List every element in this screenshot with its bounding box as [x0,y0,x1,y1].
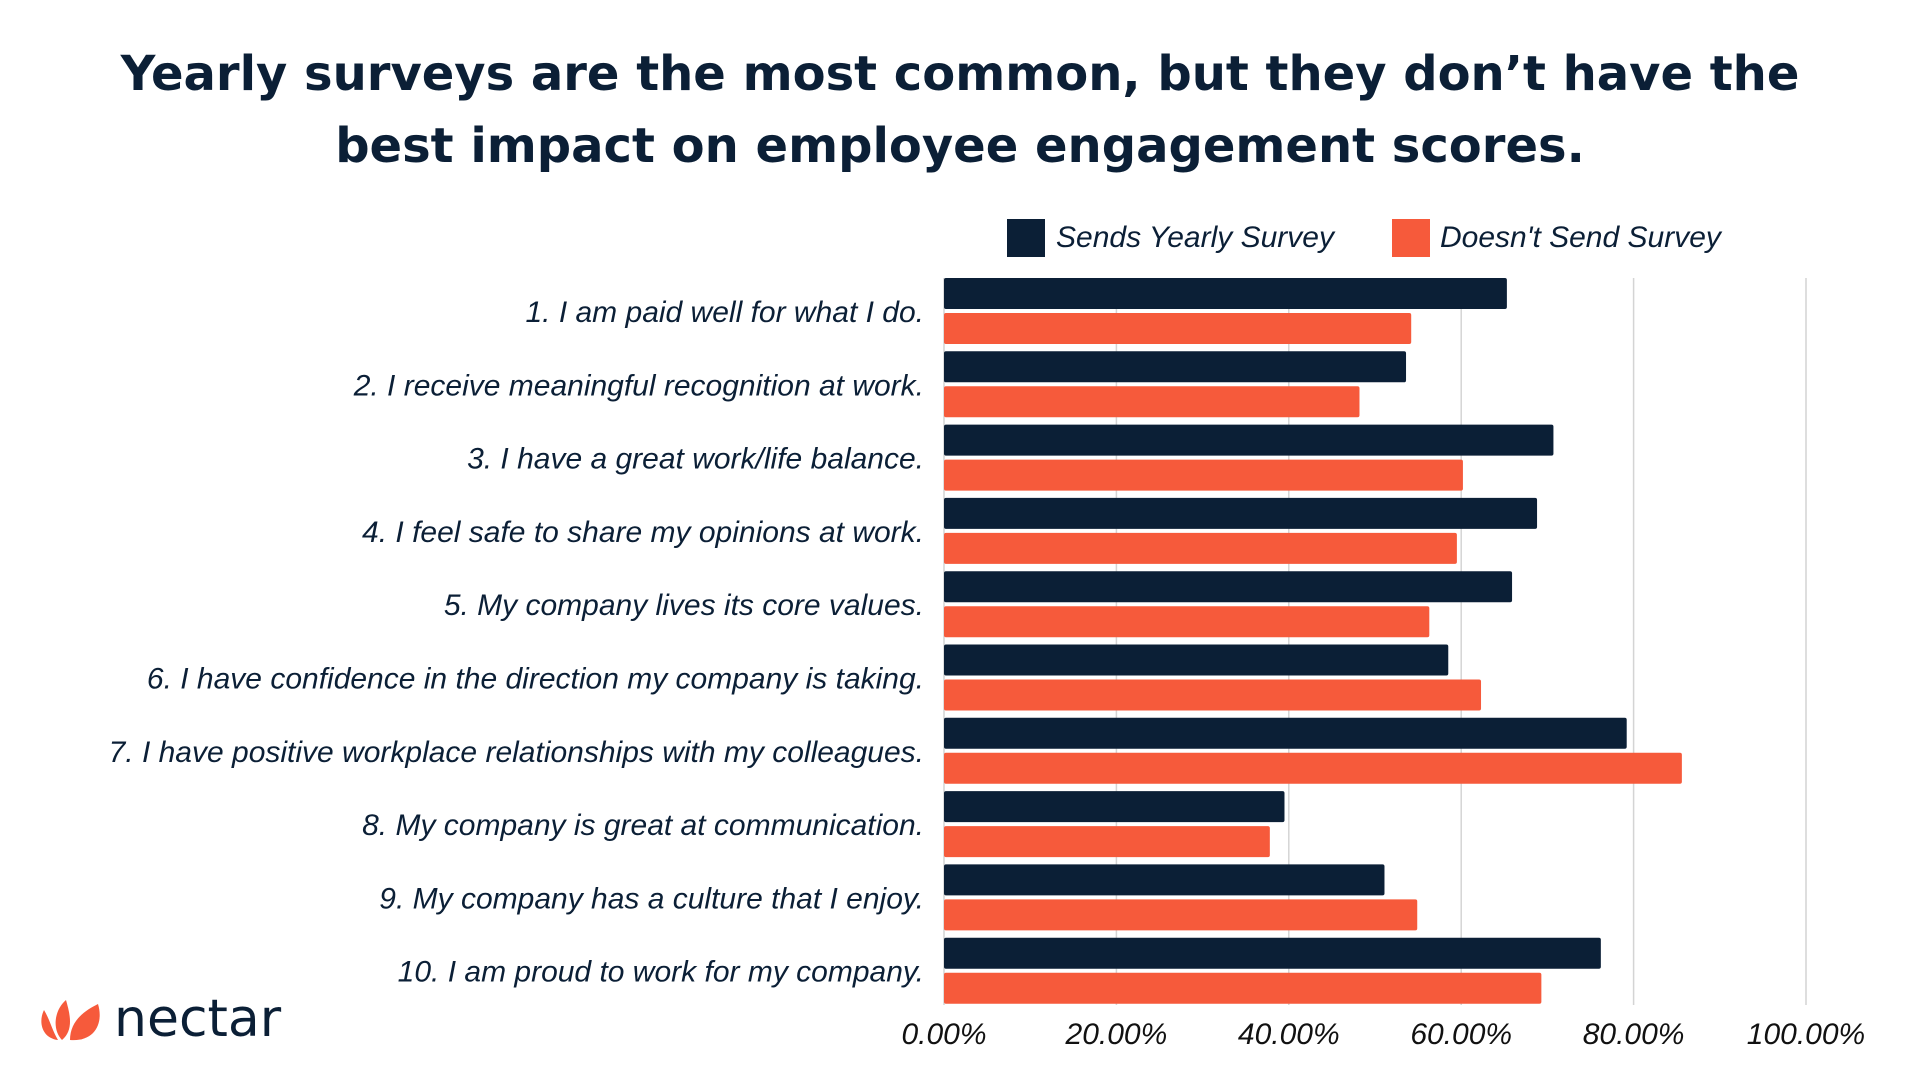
bar-doesnt-send-2 [944,386,1360,418]
category-label: 3. I have a great work/life balance. [467,443,924,476]
bar-doesnt-send-4 [944,532,1457,564]
nectar-logo: nectar [41,989,282,1049]
bar-sends-yearly-10 [944,937,1601,969]
bar-sends-yearly-8 [944,791,1285,823]
x-axis-ticks: 0.00% 20.00% 40.00% 60.00% 80.00% 100.00% [901,1018,1865,1051]
bar-doesnt-send-1 [944,313,1412,344]
bar-doesnt-send-9 [944,899,1418,931]
bar-sends-yearly-7 [944,717,1627,749]
x-tick-label: 100.00% [1747,1018,1865,1051]
bars [944,278,1682,1004]
category-label: 8. My company is great at communication. [362,809,924,842]
bar-sends-yearly-1 [944,278,1507,309]
category-label: 10. I am proud to work for my company. [398,956,924,989]
legend-label-doesnt-send: Doesn't Send Survey [1440,221,1723,254]
bar-doesnt-send-3 [944,459,1463,491]
chart-title: Yearly surveys are the most common, but … [120,46,1800,174]
bar-doesnt-send-7 [944,752,1682,784]
x-tick-label: 20.00% [1065,1018,1168,1051]
category-label: 4. I feel safe to share my opinions at w… [362,516,924,549]
title-line-1: Yearly surveys are the most common, but … [120,46,1800,102]
category-labels: 1. I am paid well for what I do. 2. I rec… [109,296,924,989]
legend-swatch-sends-yearly [1007,219,1045,257]
bar-sends-yearly-9 [944,864,1385,896]
bar-sends-yearly-2 [944,351,1407,383]
bar-sends-yearly-6 [944,644,1449,676]
x-tick-label: 0.00% [901,1018,986,1051]
bar-sends-yearly-4 [944,497,1538,529]
category-label: 2. I receive meaningful recognition at w… [353,369,924,402]
logo-text: nectar [114,989,282,1049]
legend-label-sends-yearly: Sends Yearly Survey [1056,221,1336,254]
bar-doesnt-send-10 [944,972,1542,1004]
bar-doesnt-send-5 [944,606,1430,638]
bar-doesnt-send-8 [944,826,1270,858]
category-label: 7. I have positive workplace relationshi… [109,736,924,769]
x-tick-label: 80.00% [1583,1018,1685,1051]
title-line-2: best impact on employee engagement score… [335,118,1585,174]
bar-sends-yearly-3 [944,424,1554,456]
category-label: 9. My company has a culture that I enjoy… [379,882,924,915]
legend: Sends Yearly Survey Doesn't Send Survey [1007,219,1723,257]
category-label: 5. My company lives its core values. [444,589,924,622]
legend-swatch-doesnt-send [1392,219,1430,257]
x-tick-label: 60.00% [1410,1018,1512,1051]
category-label: 1. I am paid well for what I do. [525,296,924,329]
category-label: 6. I have confidence in the direction my… [147,663,924,696]
bar-sends-yearly-5 [944,571,1513,603]
petal-icon [41,1000,100,1041]
bar-doesnt-send-6 [944,679,1482,711]
x-tick-label: 40.00% [1238,1018,1340,1051]
